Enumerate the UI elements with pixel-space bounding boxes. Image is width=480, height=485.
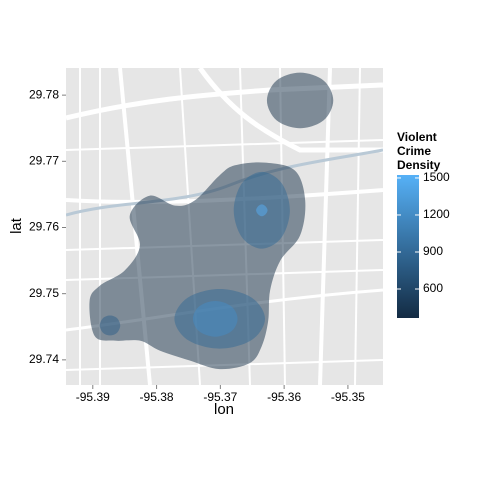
legend-title: Density bbox=[397, 158, 441, 172]
y-tick-label: 29.75 bbox=[29, 286, 59, 300]
y-tick-label: 29.78 bbox=[29, 87, 59, 101]
x-tick-label: -95.38 bbox=[140, 390, 174, 404]
colorbar-label: 600 bbox=[423, 281, 443, 295]
density-contour bbox=[266, 72, 334, 129]
legend-title: Violent bbox=[397, 130, 437, 144]
density-layer bbox=[89, 72, 334, 370]
density-contour bbox=[99, 315, 121, 336]
y-tick-label: 29.76 bbox=[29, 220, 59, 234]
y-axis-label: lat bbox=[8, 217, 25, 234]
legend-title: Crime bbox=[397, 144, 431, 158]
x-tick-label: -95.36 bbox=[267, 390, 301, 404]
density-contour bbox=[192, 300, 238, 337]
colorbar bbox=[397, 175, 419, 318]
y-tick-label: 29.77 bbox=[29, 153, 59, 167]
density-contour bbox=[256, 204, 268, 217]
colorbar-label: 900 bbox=[423, 244, 443, 258]
colorbar-label: 1500 bbox=[423, 170, 450, 184]
x-tick-label: -95.37 bbox=[203, 390, 237, 404]
x-tick-label: -95.35 bbox=[331, 390, 365, 404]
y-tick-label: 29.74 bbox=[29, 352, 59, 366]
x-axis-label: lon bbox=[214, 401, 234, 418]
colorbar-label: 1200 bbox=[423, 207, 450, 221]
x-tick-label: -95.39 bbox=[76, 390, 110, 404]
